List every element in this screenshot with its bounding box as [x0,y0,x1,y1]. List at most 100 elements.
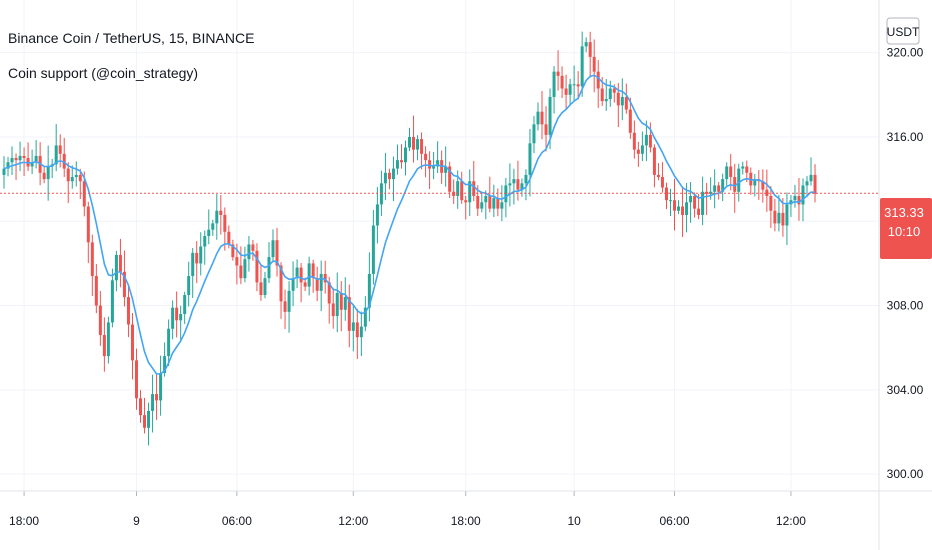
candle-body [765,189,769,196]
candle-body [351,322,355,331]
candle-body [379,183,383,205]
candle-body [203,236,207,247]
candle-body [416,139,420,150]
candle-body [367,273,371,308]
candle-body [620,96,624,106]
candle-body [171,307,175,329]
candle-body [588,42,592,57]
candle-body [721,179,725,192]
candle-body [18,155,22,161]
candle-body [263,278,267,296]
candle-body [183,295,187,314]
candle-body [729,166,733,178]
x-tick-label: 9 [133,514,140,528]
candle-body [54,145,58,165]
candle-body [600,88,604,102]
candle-body [564,88,568,95]
candle-body [813,174,817,194]
candle-body [604,99,608,102]
candle-body [371,225,375,274]
candle-body [227,231,231,245]
candle-body [147,410,151,428]
candle-body [456,181,460,196]
candle-body [624,96,628,110]
candle-body [287,290,291,312]
x-tick-label: 06:00 [659,514,689,528]
candle-body [259,282,263,296]
candle-body [801,185,805,205]
candle-body [66,168,70,182]
candle-body [480,202,484,209]
candle-body [255,250,259,283]
candle-body [167,328,171,357]
candle-body [701,191,705,215]
candle-body [608,88,612,100]
candle-body [524,174,528,184]
candle-body [98,305,102,336]
candle-body [299,267,303,283]
candle-body [175,307,179,321]
candle-body [404,147,407,163]
candle-body [556,71,560,76]
candle-body [452,191,456,196]
x-tick-label: 18:00 [9,514,39,528]
candle-body [685,202,689,215]
candle-body [612,88,616,93]
candle-body [155,394,159,401]
candle-body [139,398,143,416]
candle-body [195,252,199,264]
candle-body [399,160,403,163]
x-tick-label: 10 [567,514,581,528]
candle-body [544,124,548,135]
candle-body [697,208,701,215]
candle-body [90,242,94,277]
candle-body [34,155,38,163]
candle-body [428,160,432,169]
candle-body [809,174,813,182]
candle-body [275,240,279,266]
candle-body [223,214,227,232]
candle-body [512,179,516,184]
candle-body [781,212,785,226]
candle-body [122,271,126,298]
candle-body [14,158,18,161]
candle-body [82,181,86,207]
x-tick-label: 12:00 [776,514,806,528]
candle-body [737,168,741,192]
candle-body [420,139,424,154]
candle-body [279,265,283,302]
candle-body [383,172,387,184]
x-tick-label: 18:00 [451,514,481,528]
x-tick-labels: 18:00 9 06:00 12:00 18:00 10 06:00 12:00 [9,514,806,528]
candle-body [492,198,496,209]
candle-body [311,263,315,279]
candle-body [673,200,677,211]
candle-body [159,372,163,401]
candle-body [243,259,247,279]
candle-body [580,46,584,87]
candle-body [753,179,757,186]
chart-title: Binance Coin / TetherUS, 15, BINANCE [8,30,254,46]
candle-body [572,84,576,86]
candles-layer [2,31,817,446]
candle-body [46,166,50,180]
candle-body [733,177,737,192]
candle-body [327,282,331,304]
candle-body [271,240,275,258]
candle-body [74,174,78,178]
candle-body [677,206,681,211]
candle-body [339,292,343,310]
candle-body [355,322,359,338]
currency-button[interactable]: USDT [886,17,920,45]
indicator-label[interactable]: Coin support (@coin_strategy) [8,65,198,81]
candle-body [725,166,729,180]
candle-body [576,84,580,87]
candle-body [761,181,765,190]
candle-body [191,252,195,277]
candle-body [660,177,664,188]
y-tick-label: 316.00 [887,130,924,144]
candle-body [528,143,532,175]
candle-body [179,313,183,321]
candle-body [693,195,697,209]
